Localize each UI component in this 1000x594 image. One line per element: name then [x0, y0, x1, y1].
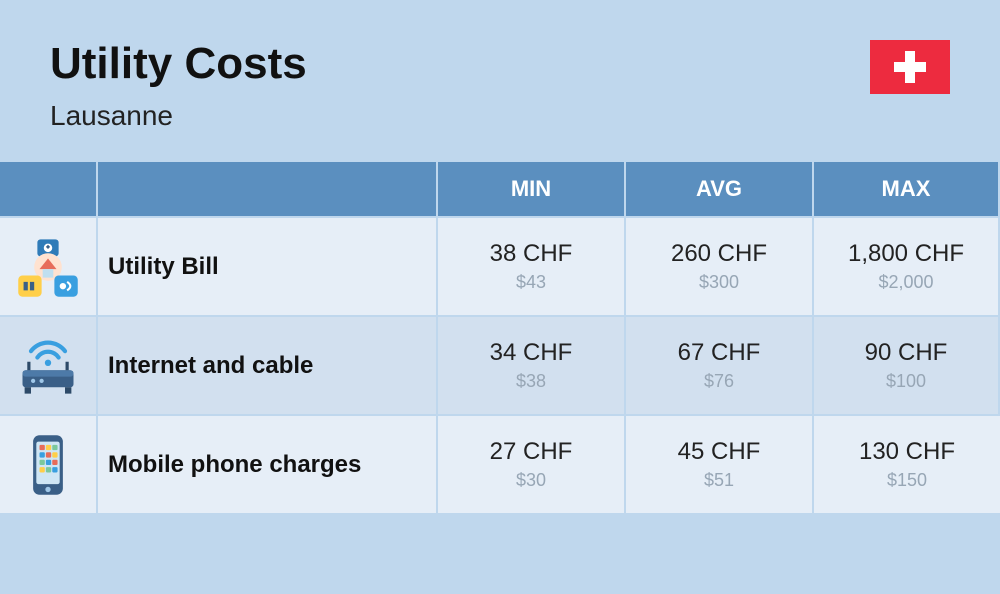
cell-max: 130 CHF $150	[814, 414, 1000, 513]
col-header-min: MIN	[438, 162, 626, 216]
price-primary: 34 CHF	[490, 339, 573, 367]
price-primary: 67 CHF	[678, 339, 761, 367]
cell-min: 27 CHF $30	[438, 414, 626, 513]
switzerland-flag-icon	[870, 40, 950, 94]
smartphone-icon	[14, 431, 82, 499]
price-secondary: $30	[516, 470, 546, 491]
row-label: Internet and cable	[108, 352, 313, 380]
page: Utility Costs Lausanne MIN AVG MAX	[0, 0, 1000, 594]
price-secondary: $38	[516, 371, 546, 392]
price-primary: 45 CHF	[678, 438, 761, 466]
cell-max: 1,800 CHF $2,000	[814, 216, 1000, 315]
price-primary: 90 CHF	[865, 339, 948, 367]
price-secondary: $150	[887, 470, 927, 491]
router-icon	[14, 332, 82, 400]
row-label-cell: Utility Bill	[98, 216, 438, 315]
price-secondary: $2,000	[878, 272, 933, 293]
row-label-cell: Internet and cable	[98, 315, 438, 414]
price-primary: 260 CHF	[671, 240, 767, 268]
row-icon-cell	[0, 216, 98, 315]
price-secondary: $51	[704, 470, 734, 491]
cell-min: 38 CHF $43	[438, 216, 626, 315]
cell-max: 90 CHF $100	[814, 315, 1000, 414]
cell-avg: 260 CHF $300	[626, 216, 814, 315]
price-primary: 27 CHF	[490, 438, 573, 466]
cost-table: MIN AVG MAX	[0, 162, 1000, 513]
row-label-cell: Mobile phone charges	[98, 414, 438, 513]
price-secondary: $100	[886, 371, 926, 392]
col-header-blank-2	[98, 162, 438, 216]
price-primary: 130 CHF	[859, 438, 955, 466]
flag-cross-icon	[894, 51, 926, 83]
col-header-max: MAX	[814, 162, 1000, 216]
col-header-blank-1	[0, 162, 98, 216]
cell-avg: 45 CHF $51	[626, 414, 814, 513]
row-label: Mobile phone charges	[108, 451, 361, 479]
header: Utility Costs Lausanne	[0, 0, 1000, 162]
title-block: Utility Costs Lausanne	[50, 40, 307, 132]
col-header-avg: AVG	[626, 162, 814, 216]
page-title: Utility Costs	[50, 40, 307, 88]
cell-min: 34 CHF $38	[438, 315, 626, 414]
price-primary: 38 CHF	[490, 240, 573, 268]
utility-bill-icon	[14, 233, 82, 301]
cell-avg: 67 CHF $76	[626, 315, 814, 414]
price-secondary: $300	[699, 272, 739, 293]
row-icon-cell	[0, 315, 98, 414]
price-secondary: $76	[704, 371, 734, 392]
row-label: Utility Bill	[108, 253, 219, 281]
price-secondary: $43	[516, 272, 546, 293]
page-subtitle: Lausanne	[50, 100, 307, 132]
price-primary: 1,800 CHF	[848, 240, 964, 268]
row-icon-cell	[0, 414, 98, 513]
